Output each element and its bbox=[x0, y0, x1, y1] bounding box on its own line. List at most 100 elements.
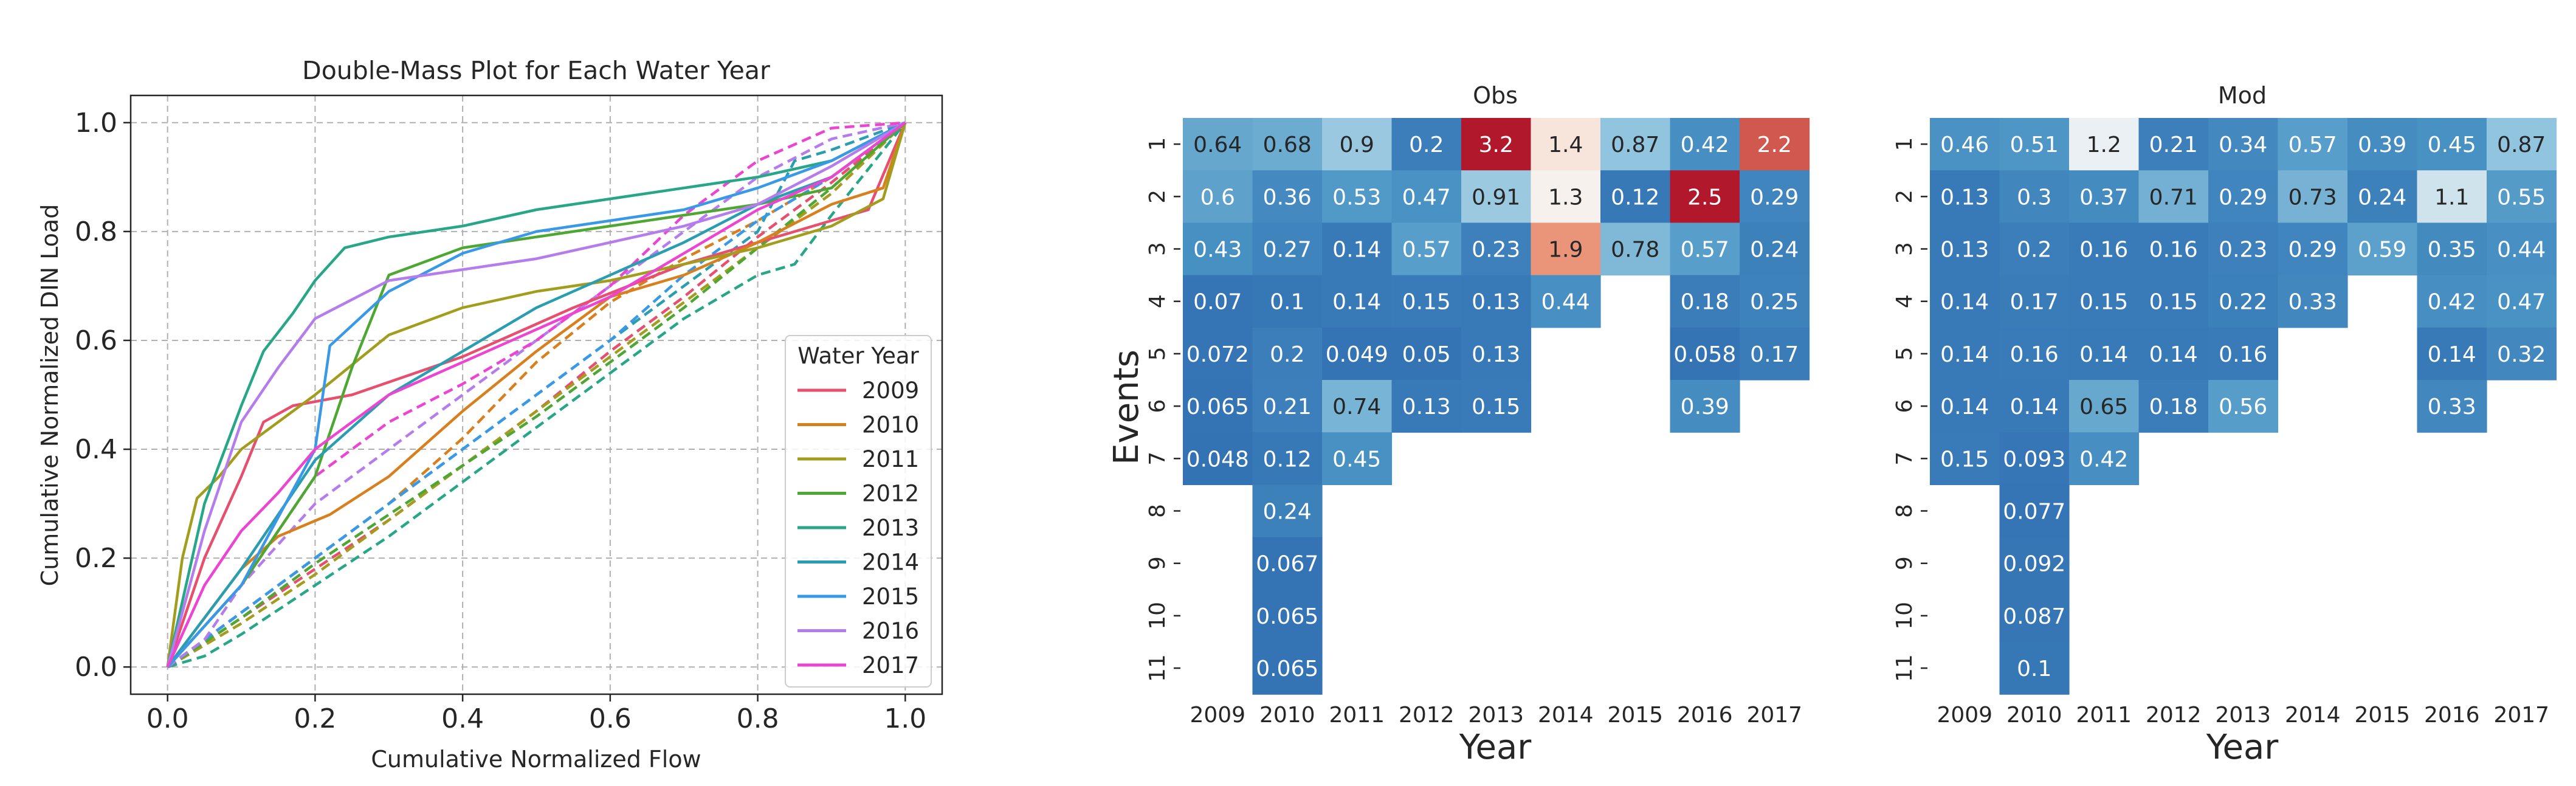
heatmap-cell bbox=[2278, 275, 2348, 328]
heatmap-cell bbox=[2138, 327, 2209, 381]
heatmap-cell bbox=[2347, 118, 2418, 171]
heatmap-x-tick-label: 2013 bbox=[1468, 703, 1524, 728]
heatmap-cells: 0.64 0.68 0.9 0.2 3.2 1.4 0.87 0.42 2.2 0.6 0.36 0.… bbox=[1183, 118, 1810, 695]
heatmap-cell-label: 0.78 bbox=[1611, 238, 1659, 263]
heatmap-cell-label: 0.33 bbox=[2288, 290, 2337, 315]
heatmap-cell bbox=[1999, 589, 2070, 643]
heatmap-x-tick-label: 2017 bbox=[2493, 703, 2549, 728]
heatmap-cell bbox=[2208, 327, 2279, 381]
heatmap-cell-label: 0.71 bbox=[2149, 185, 2198, 210]
heatmap-cell-label: 0.14 bbox=[2079, 342, 2128, 367]
heatmap-cell-label: 0.1 bbox=[2017, 657, 2051, 681]
chart-title: Double-Mass Plot for Each Water Year bbox=[302, 56, 770, 85]
series-line-mod-2013 bbox=[167, 122, 907, 669]
heatmap-cell bbox=[1999, 432, 2070, 485]
legend-items: 2009 2010 2011 2012 2013 2014 2015 2016 2017 bbox=[797, 377, 919, 678]
heatmap-cell-label: 0.2 bbox=[2017, 238, 2051, 263]
heatmap-cell-label: 0.24 bbox=[1263, 500, 1312, 525]
heatmap-y-tick-label: 6 bbox=[1892, 399, 1917, 413]
heatmap-xlabel-obs: Year bbox=[1459, 728, 1532, 767]
heatmap-cell bbox=[1740, 327, 1810, 381]
series-line-obs-2011 bbox=[166, 122, 907, 667]
heatmap-cell-label: 0.45 bbox=[2428, 133, 2476, 157]
heatmap-cell bbox=[2417, 327, 2487, 381]
heatmap-cell-label: 0.87 bbox=[2497, 133, 2546, 157]
heatmap-cell bbox=[1461, 275, 1532, 328]
heatmap-y-tick-label: 2 bbox=[1145, 190, 1170, 204]
legend-label-2013: 2013 bbox=[862, 515, 919, 541]
heatmap-cell-label: 0.16 bbox=[2079, 238, 2128, 263]
heatmap-cell bbox=[1183, 170, 1253, 223]
heatmap-y-tick-label: 3 bbox=[1145, 242, 1170, 256]
heatmap-cell-label: 0.55 bbox=[2497, 185, 2546, 210]
heatmap-cell bbox=[1252, 484, 1323, 538]
heatmap-cell-label: 0.14 bbox=[2428, 342, 2476, 367]
heatmap-cell-label: 0.29 bbox=[2219, 185, 2267, 210]
heatmap-x-tick-label: 2013 bbox=[2215, 703, 2271, 728]
heatmap-cell-label: 0.29 bbox=[1750, 185, 1799, 210]
heatmap-cell bbox=[1670, 380, 1740, 433]
heatmap-cell bbox=[1600, 118, 1671, 171]
heatmap-cell-label: 3.2 bbox=[1479, 133, 1514, 157]
series-line-obs-2009 bbox=[166, 122, 907, 667]
heatmap-cell-label: 0.39 bbox=[1681, 395, 1729, 419]
heatmap-cell-label: 0.59 bbox=[2358, 238, 2406, 263]
heatmap-y-tick-label: 8 bbox=[1892, 504, 1917, 518]
heatmap-y-tick-label: 3 bbox=[1892, 242, 1917, 256]
heatmap-cell-label: 0.45 bbox=[1332, 447, 1381, 472]
heatmap-cell-label: 0.16 bbox=[2149, 238, 2198, 263]
heatmap-cell-label: 0.18 bbox=[2149, 395, 2198, 419]
heatmap-y-tick-label: 9 bbox=[1892, 556, 1917, 570]
heatmap-cell bbox=[2069, 327, 2140, 381]
heatmap-cell-label: 0.065 bbox=[1186, 395, 1249, 419]
heatmap-cell-label: 0.6 bbox=[1200, 185, 1235, 210]
heatmap-cell bbox=[2208, 380, 2279, 433]
heatmap-cell-label: 1.1 bbox=[2434, 185, 2469, 210]
heatmap-cell-label: 0.65 bbox=[2079, 395, 2128, 419]
heatmap-cell bbox=[1999, 275, 2070, 328]
heatmap-cells: 0.46 0.51 1.2 0.21 0.34 0.57 0.39 0.45 0.87 0.13 0… bbox=[1930, 118, 2557, 695]
heatmap-cell bbox=[1740, 275, 1810, 328]
x-tick-label: 0.4 bbox=[441, 703, 484, 734]
heatmap-cell-label: 0.42 bbox=[2428, 290, 2476, 315]
heatmap-cell bbox=[2069, 380, 2140, 433]
heatmap-cell bbox=[1930, 170, 2000, 223]
heatmap-cell-label: 0.43 bbox=[1193, 238, 1242, 263]
heatmap-cell bbox=[1252, 537, 1323, 590]
heatmap-cell-label: 0.049 bbox=[1326, 342, 1388, 367]
y-axis-label: Cumulative Normalized DIN Load bbox=[36, 204, 63, 587]
y-tick-label: 0.8 bbox=[75, 216, 117, 247]
heatmap-cell-label: 2.5 bbox=[1687, 185, 1722, 210]
heatmap-cell-label: 0.12 bbox=[1263, 447, 1312, 472]
heatmap-cell-label: 1.3 bbox=[1548, 185, 1583, 210]
heatmap-x-tick-label: 2009 bbox=[1937, 703, 1992, 728]
obs-heatmap: 0.64 0.68 0.9 0.2 3.2 1.4 0.87 0.42 2.2 0.6 0.36 0.… bbox=[1107, 82, 1810, 767]
heatmap-cell bbox=[1252, 327, 1323, 381]
heatmap-cell bbox=[1531, 222, 1601, 276]
legend: Water Year 20092010201120122013201420152… bbox=[785, 335, 932, 688]
heatmap-cell-label: 0.18 bbox=[1681, 290, 1729, 315]
heatmap-cell-label: 0.42 bbox=[2079, 447, 2128, 472]
heatmap-cell bbox=[1930, 222, 2000, 276]
heatmap-cell bbox=[2138, 118, 2209, 171]
heatmap-cell bbox=[1930, 275, 2000, 328]
heatmap-cell-label: 0.73 bbox=[2288, 185, 2337, 210]
heatmap-cell bbox=[1670, 327, 1740, 381]
heatmap-cell bbox=[2069, 222, 2140, 276]
series-line-obs-2010 bbox=[166, 122, 907, 668]
heatmap-cell bbox=[1670, 275, 1740, 328]
heatmap-cell bbox=[2417, 170, 2487, 223]
heatmap-cell-label: 0.14 bbox=[1332, 238, 1381, 263]
x-tick-label: 0.6 bbox=[589, 703, 632, 734]
legend-label-2017: 2017 bbox=[862, 652, 919, 678]
y-tick-label: 1.0 bbox=[75, 108, 117, 139]
x-tick-label: 1.0 bbox=[884, 703, 926, 734]
heatmap-x-tick-label: 2015 bbox=[2354, 703, 2410, 728]
series-line-mod-2011 bbox=[167, 122, 906, 669]
heatmap-cell bbox=[1461, 170, 1532, 223]
heatmap-cell-label: 0.9 bbox=[1340, 133, 1374, 157]
heatmap-cell bbox=[2138, 222, 2209, 276]
heatmap-cell-label: 0.1 bbox=[1270, 290, 1304, 315]
heatmap-cell bbox=[2208, 275, 2279, 328]
heatmap-cell bbox=[2487, 222, 2557, 276]
